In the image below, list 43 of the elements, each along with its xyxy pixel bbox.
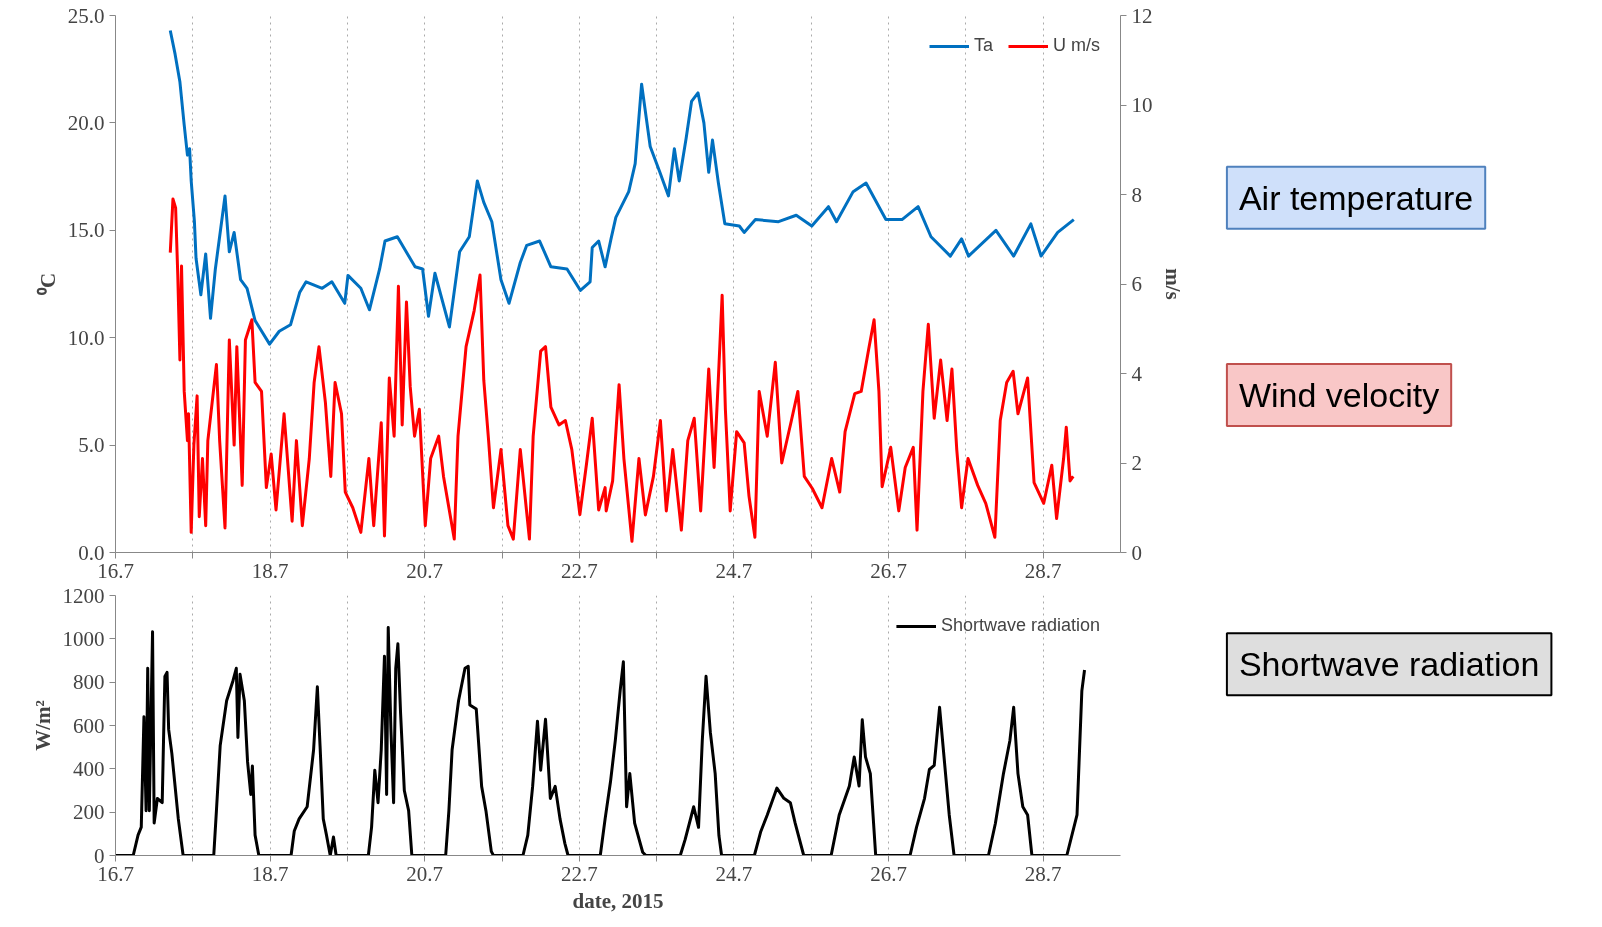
- x-tick-label: 24.7: [715, 558, 753, 583]
- y2-tick-label: 8: [1131, 182, 1142, 207]
- x-axis-title: date, 2015: [572, 888, 664, 913]
- y-axis-title: ⁰C: [35, 272, 60, 296]
- y-tick-label: 800: [73, 670, 105, 695]
- x-tick-label: 22.7: [560, 558, 598, 583]
- y2-tick-label: 0: [1131, 540, 1142, 565]
- legend-label: U m/s: [1053, 35, 1100, 56]
- y-tick-label: 200: [73, 800, 105, 825]
- text: Air temperature: [1238, 178, 1474, 217]
- x-tick-label: 20.7: [406, 558, 444, 583]
- y-tick-label: 10.0: [67, 325, 105, 350]
- x-tick-label: 20.7: [406, 861, 444, 886]
- legend-label: Shortwave radiation: [940, 615, 1100, 636]
- y-tick-label: 25.0: [67, 3, 105, 28]
- y-tick-label: 600: [73, 713, 105, 738]
- y-tick-label: 0: [94, 843, 105, 868]
- x-tick-label: 22.7: [560, 861, 598, 886]
- y-tick-label: 1000: [62, 626, 105, 651]
- text: Wind velocity: [1238, 375, 1440, 414]
- y-tick-label: 15.0: [67, 218, 105, 243]
- y-axis-title: W/m²: [30, 700, 55, 751]
- x-tick-label: 26.7: [870, 861, 907, 886]
- y2-tick-label: 4: [1131, 361, 1143, 386]
- y-tick-label: 1200: [62, 583, 105, 608]
- y2-tick-label: 10: [1131, 93, 1153, 117]
- text: Shortwave radiation: [1238, 645, 1540, 684]
- y2-tick-label: 12: [1131, 3, 1153, 28]
- y2-tick-label: 2: [1131, 451, 1142, 475]
- line-series: [168, 197, 1075, 543]
- x-tick-label: 18.7: [251, 558, 289, 583]
- y-tick-label: 0.0: [78, 540, 105, 565]
- x-tick-label: 18.7: [251, 861, 289, 886]
- y-tick-label: 400: [73, 756, 105, 781]
- x-tick-label: 28.7: [1024, 861, 1062, 886]
- x-tick-label: 24.7: [715, 861, 753, 886]
- y2-axis-title: m/s: [1160, 268, 1185, 300]
- y2-tick-label: 6: [1131, 272, 1142, 296]
- x-tick-label: 28.7: [1024, 558, 1062, 583]
- y-tick-label: 5.0: [78, 433, 105, 458]
- x-tick-label: 26.7: [870, 558, 907, 583]
- legend-label: Ta: [974, 35, 994, 56]
- y-tick-label: 20.0: [67, 110, 105, 135]
